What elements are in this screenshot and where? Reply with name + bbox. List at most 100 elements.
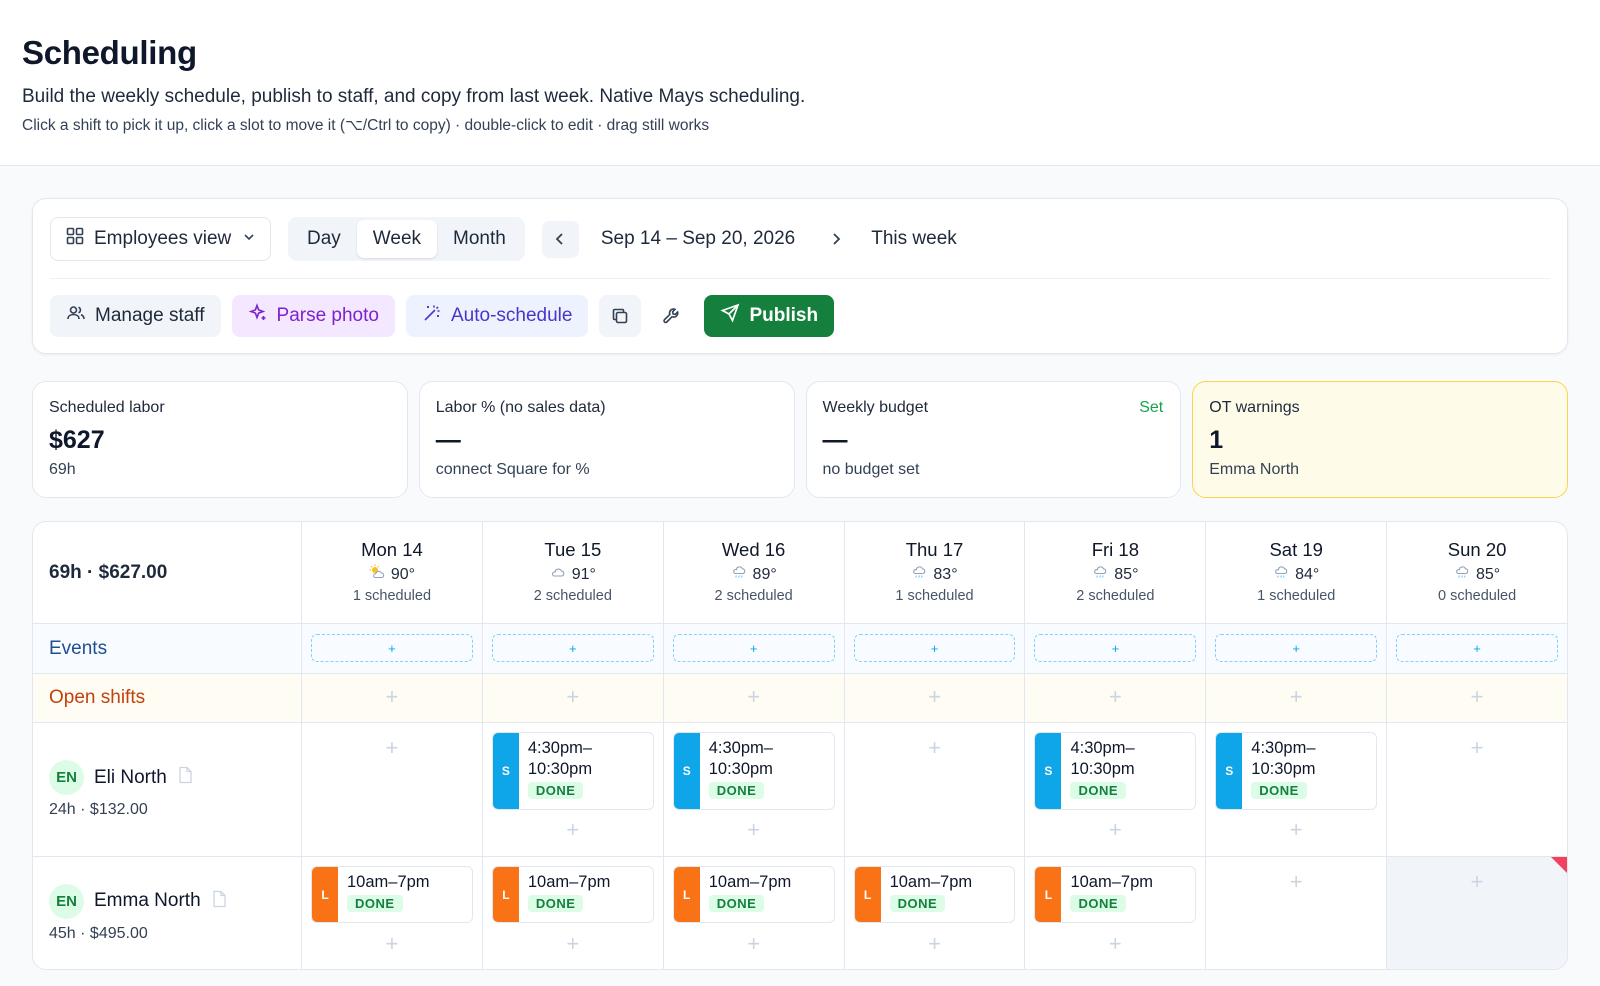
day-cell[interactable]: + xyxy=(845,723,1026,856)
day-cell[interactable]: S 4:30pm–10:30pm DONE + xyxy=(483,723,664,856)
status-badge: DONE xyxy=(1070,895,1126,912)
add-shift-button[interactable]: + xyxy=(1470,869,1484,894)
shift-card[interactable]: L 10am–7pm DONE xyxy=(853,866,1016,923)
parse-photo-button[interactable]: Parse photo xyxy=(231,295,395,337)
add-shift-button[interactable]: + xyxy=(1289,869,1303,894)
add-shift-button[interactable]: + xyxy=(928,931,941,956)
add-open-shift-button[interactable]: + xyxy=(566,684,580,709)
shift-card[interactable]: S 4:30pm–10:30pm DONE xyxy=(1034,732,1197,810)
shift-time: 10am–7pm xyxy=(708,873,792,891)
day-cell-overtime[interactable]: + xyxy=(1387,857,1567,969)
add-event-slot[interactable]: + xyxy=(1396,634,1559,662)
day-cell[interactable]: S 4:30pm–10:30pm DONE + xyxy=(664,723,845,856)
schedule-toolbar: Employees view Day Week Month Sep 14 – S… xyxy=(32,198,1568,354)
card-value: — xyxy=(435,426,461,454)
wrench-icon xyxy=(663,308,679,324)
day-header-mon: Mon 14 90° 1 scheduled xyxy=(302,522,483,623)
add-shift-button[interactable]: + xyxy=(1108,817,1122,842)
status-badge: DONE xyxy=(527,895,584,912)
segment-day[interactable]: Day xyxy=(307,228,341,249)
users-icon xyxy=(66,303,86,329)
day-scheduled-count: 2 scheduled xyxy=(714,588,793,604)
note-icon[interactable] xyxy=(211,890,228,913)
note-icon[interactable] xyxy=(177,766,194,789)
segment-week[interactable]: Week xyxy=(356,220,438,258)
segment-month[interactable]: Month xyxy=(453,228,506,249)
add-open-shift-button[interactable]: + xyxy=(1470,684,1484,709)
avatar: EN xyxy=(49,883,84,919)
day-cell[interactable]: + xyxy=(1206,857,1388,969)
add-shift-button[interactable]: + xyxy=(747,817,761,842)
employee-name[interactable]: Emma North xyxy=(94,890,201,911)
publish-button[interactable]: Publish xyxy=(704,295,835,337)
shift-card[interactable]: L 10am–7pm DONE xyxy=(1034,866,1197,923)
status-badge: DONE xyxy=(1070,782,1126,799)
add-open-shift-button[interactable]: + xyxy=(1108,684,1122,709)
add-event-slot[interactable]: + xyxy=(853,634,1016,662)
day-scheduled-count: 1 scheduled xyxy=(352,588,432,604)
manage-staff-button[interactable]: Manage staff xyxy=(50,295,221,337)
add-event-slot[interactable]: + xyxy=(491,634,654,662)
day-temp: 85° xyxy=(1114,565,1139,583)
add-shift-button[interactable]: + xyxy=(1289,817,1303,842)
day-scheduled-count: 0 scheduled xyxy=(1437,588,1517,604)
shift-time: 4:30pm–10:30pm xyxy=(1070,739,1135,778)
day-cell[interactable]: L 10am–7pm DONE + xyxy=(302,857,483,969)
shift-card[interactable]: S 4:30pm–10:30pm DONE xyxy=(672,732,835,810)
add-shift-button[interactable]: + xyxy=(1470,735,1484,760)
copy-icon xyxy=(613,308,628,324)
role-badge: L xyxy=(854,867,881,922)
add-open-shift-button[interactable]: + xyxy=(1289,684,1303,709)
shift-card[interactable]: L 10am–7pm DONE xyxy=(672,866,835,923)
status-badge: DONE xyxy=(889,895,946,912)
view-select-label: Employees view xyxy=(94,228,232,249)
day-header-thu: Thu 17 83° 1 scheduled xyxy=(845,522,1026,623)
day-name: Sun 20 xyxy=(1447,539,1507,560)
ot-warnings-card[interactable]: OT warnings 1 Emma North xyxy=(1192,381,1568,498)
chevron-down-icon xyxy=(242,228,256,250)
add-shift-button[interactable]: + xyxy=(385,735,399,760)
day-cell[interactable]: S 4:30pm–10:30pm DONE + xyxy=(1025,723,1207,856)
day-temp: 83° xyxy=(933,565,958,583)
role-badge: S xyxy=(1035,733,1062,809)
shift-card[interactable]: S 4:30pm–10:30pm DONE xyxy=(491,732,654,810)
day-cell[interactable]: + xyxy=(1387,723,1567,856)
prev-week-button[interactable] xyxy=(541,220,579,258)
view-select[interactable]: Employees view xyxy=(50,217,271,261)
set-budget-link[interactable]: Set xyxy=(1139,399,1164,416)
shift-card[interactable]: L 10am–7pm DONE xyxy=(311,866,473,923)
day-cell[interactable]: L 10am–7pm DONE + xyxy=(483,857,664,969)
add-open-shift-button[interactable]: + xyxy=(928,684,941,709)
add-shift-button[interactable]: + xyxy=(566,817,580,842)
range-segmented-control: Day Week Month xyxy=(288,217,525,261)
this-week-button[interactable]: This week xyxy=(871,228,957,249)
shift-card[interactable]: S 4:30pm–10:30pm DONE xyxy=(1215,732,1378,810)
day-cell[interactable]: L 10am–7pm DONE + xyxy=(664,857,845,969)
day-cell[interactable]: + xyxy=(302,723,483,856)
add-open-shift-button[interactable]: + xyxy=(747,684,761,709)
add-event-slot[interactable]: + xyxy=(1034,634,1197,662)
day-temp: 89° xyxy=(752,565,777,583)
add-shift-button[interactable]: + xyxy=(928,735,941,760)
add-event-slot[interactable]: + xyxy=(311,634,473,662)
day-cell[interactable]: L 10am–7pm DONE + xyxy=(1025,857,1207,969)
add-shift-button[interactable]: + xyxy=(747,931,761,956)
day-name: Fri 18 xyxy=(1091,539,1140,560)
add-event-slot[interactable]: + xyxy=(1215,634,1378,662)
rain-icon xyxy=(731,564,747,585)
add-open-shift-button[interactable]: + xyxy=(385,684,399,709)
add-shift-button[interactable]: + xyxy=(566,931,580,956)
day-cell[interactable]: L 10am–7pm DONE + xyxy=(845,857,1026,969)
send-icon xyxy=(720,303,740,329)
summary-cards: Scheduled labor $627 69h Labor % (no sal… xyxy=(32,381,1568,498)
settings-wrench-button[interactable] xyxy=(650,295,692,337)
next-week-button[interactable] xyxy=(817,221,854,258)
shift-card[interactable]: L 10am–7pm DONE xyxy=(491,866,654,923)
add-event-slot[interactable]: + xyxy=(672,634,835,662)
day-cell[interactable]: S 4:30pm–10:30pm DONE + xyxy=(1206,723,1388,856)
copy-week-button[interactable] xyxy=(599,295,642,337)
add-shift-button[interactable]: + xyxy=(385,931,399,956)
auto-schedule-button[interactable]: Auto-schedule xyxy=(405,295,589,337)
add-shift-button[interactable]: + xyxy=(1108,931,1122,956)
employee-name[interactable]: Eli North xyxy=(94,766,167,788)
